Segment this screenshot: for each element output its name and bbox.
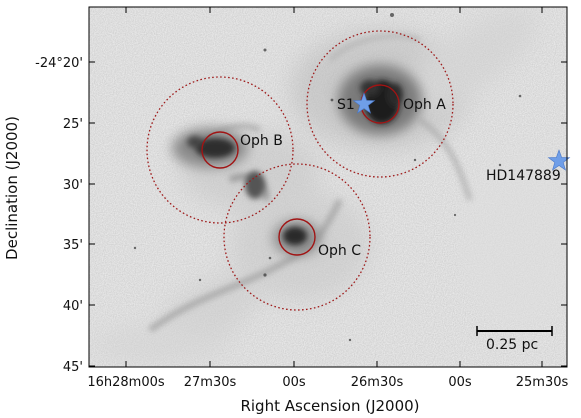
scale-bar: 0.25 pc: [476, 326, 553, 353]
y-tick-label: -24°20': [35, 56, 83, 71]
oph-b-outer-circle: [146, 76, 294, 224]
x-tick-label: 00s: [448, 375, 472, 390]
x-tick-label: 25m30s: [516, 375, 569, 390]
plot-frame: [88, 6, 568, 368]
hd147889-label: HD147889: [486, 168, 561, 184]
oph-a-outer-circle: [306, 30, 454, 178]
oph-b-label: Oph B: [240, 133, 283, 149]
oph-c-outer-circle: [223, 163, 371, 311]
y-tick-label: 35': [63, 238, 83, 253]
x-tick-label: 00s: [282, 375, 306, 390]
y-tick-label: 25': [63, 117, 83, 132]
x-tick-label: 16h28m00s: [87, 375, 165, 390]
y-tick-label: 45': [63, 360, 83, 375]
oph-c-core-circle: [278, 218, 316, 256]
oph-c-label: Oph C: [318, 243, 361, 259]
s1-label: S1: [337, 97, 355, 113]
y-tick-label: 40': [63, 299, 83, 314]
x-axis-label: Right Ascension (J2000): [240, 397, 419, 415]
s1-star-icon: [352, 92, 376, 114]
region-circles: [146, 30, 454, 311]
dust-emission-image: [89, 7, 567, 367]
oph-b-core-circle: [201, 131, 239, 169]
x-tick-label: 27m30s: [184, 375, 237, 390]
y-tick-label: 30': [63, 178, 83, 193]
scale-bar-label: 0.25 pc: [486, 337, 538, 353]
x-ticks: [125, 7, 543, 367]
oph-a-label: Oph A: [403, 97, 446, 113]
y-axis-label: Declination (J2000): [3, 116, 21, 260]
y-ticks: [89, 61, 567, 367]
x-tick-label: 26m30s: [351, 375, 404, 390]
